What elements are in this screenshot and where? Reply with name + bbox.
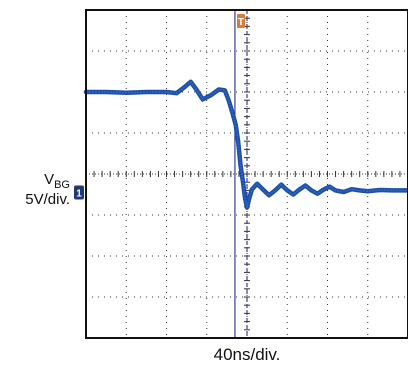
trigger-marker-label: T bbox=[238, 17, 244, 28]
trigger-marker bbox=[236, 14, 245, 28]
trace-vbg bbox=[83, 79, 408, 210]
ground-marker bbox=[74, 185, 84, 200]
channel-name: VBG bbox=[44, 172, 70, 191]
plot-frame bbox=[85, 9, 408, 339]
x-axis-label: 40ns/div. bbox=[213, 345, 281, 364]
markers: T1 bbox=[74, 14, 245, 200]
time-cursors bbox=[234, 10, 248, 338]
channel-name-sub: BG bbox=[54, 179, 70, 191]
channel-scale: 5V/div. bbox=[25, 191, 70, 208]
ground-marker-label: 1 bbox=[76, 188, 82, 199]
trace-noise bbox=[86, 81, 408, 209]
channel-name-main: V bbox=[44, 171, 55, 188]
